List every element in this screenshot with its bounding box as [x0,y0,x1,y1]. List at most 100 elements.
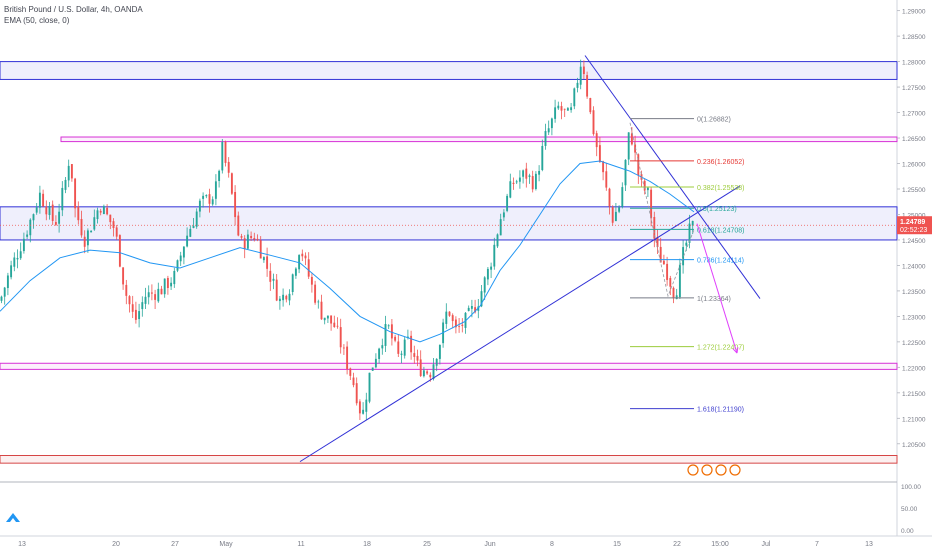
candle [131,295,134,319]
candle [90,230,93,233]
candle-body [134,309,137,320]
candle [224,140,227,167]
candle-body [307,259,310,277]
candle [432,358,435,381]
candle-body [365,399,368,412]
candle-body [29,219,32,236]
candle [598,136,601,164]
candle [339,318,342,354]
candle-body [544,131,547,146]
candle-body [6,275,9,289]
candle [6,272,9,296]
candle-body [634,144,637,153]
candle [458,317,461,333]
candle [531,170,534,193]
candle-body [282,294,285,301]
candle [544,123,547,150]
candle-body [362,409,365,414]
candle-body [493,244,496,267]
candle-body [352,377,355,386]
candle-body [627,132,630,160]
candle [659,237,662,263]
candle [416,349,419,367]
ema-indicator-label[interactable]: EMA (50, close, 0) [4,16,70,25]
candle [294,267,297,279]
candle-body [653,216,656,239]
candle [275,273,278,302]
candle-body [592,110,595,135]
candle-body [80,218,83,236]
candle [58,203,61,233]
candle [29,218,32,243]
candle [301,249,304,262]
trendline-1 [584,55,761,299]
candle-body [678,264,681,298]
fib-level-label: 0.786(1.24114) [697,258,744,265]
candle [64,176,67,194]
candle-body [211,199,214,205]
candle-body [237,215,240,236]
candle [198,198,201,218]
candle [534,171,537,191]
candle [0,295,3,304]
candle [74,177,77,218]
time-tick-label: 8 [550,541,554,548]
candle [467,305,470,312]
candle [173,267,176,288]
candle [499,213,502,236]
candle-body [368,372,371,402]
candle-body [374,358,377,368]
candle-body [131,304,134,312]
volume-tick-label: 0.00 [901,528,914,535]
candle [349,367,352,380]
candle-body [650,189,653,219]
candle [346,341,349,375]
candle-body [602,161,605,173]
candle-body [614,211,617,222]
candle-body [16,257,19,260]
candle-body [224,141,227,163]
candle [307,252,310,279]
candle [259,236,262,259]
economic-event-icon [729,464,741,476]
time-tick-label: 15:00 [711,541,729,548]
price-tick-label: 1.22000 [902,365,926,372]
candle-body [541,145,544,170]
candle-body [509,181,512,198]
candle-body [221,142,224,171]
candle [186,227,189,248]
candle-body [58,211,61,224]
candle-body [102,206,105,215]
candle [621,182,624,209]
candle [493,237,496,270]
candle [195,208,198,229]
time-tick-label: 13 [18,541,26,548]
fib-level-label: 1(1.23364) [697,296,731,303]
candle [211,196,214,206]
candle-body [70,164,73,179]
candle-body [557,105,560,109]
candle-body [61,187,64,211]
tradingview-logo-icon[interactable] [5,511,21,523]
candle-body [490,266,493,270]
candle [246,229,249,250]
time-tick-label: 15 [613,541,621,548]
candle [419,350,422,377]
trendline-0 [299,185,741,463]
economic-event-icon [687,464,699,476]
candle [205,194,208,199]
candle-body [486,268,489,280]
candle-body [400,353,403,355]
candle-body [659,246,662,263]
candle-body [51,204,54,221]
candle-body [506,195,509,211]
candle [192,218,195,229]
candle [563,108,566,117]
time-tick-label: May [219,541,233,548]
candle-body [227,161,230,173]
candle-body [518,177,521,182]
candle [3,286,6,305]
candle [182,246,185,265]
candle-body [528,175,531,177]
